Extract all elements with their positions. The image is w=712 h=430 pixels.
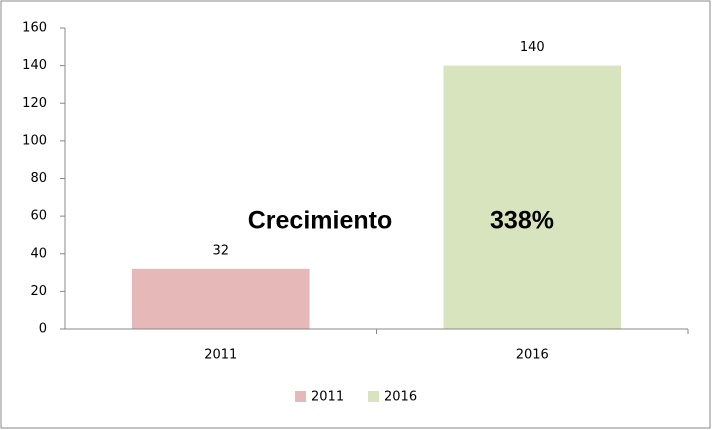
data-label: 140 [520, 40, 545, 55]
y-tick-label: 0 [39, 322, 47, 337]
x-tick-label: 2016 [516, 348, 549, 363]
annotation: 338% [490, 207, 554, 235]
y-tick-label: 120 [22, 96, 47, 111]
data-label: 32 [212, 243, 229, 258]
y-tick-label: 160 [22, 21, 47, 36]
bar [131, 268, 310, 329]
bar [443, 65, 622, 329]
y-tick-label: 80 [30, 171, 47, 186]
y-tick-label: 140 [22, 58, 47, 73]
legend-swatch [295, 391, 306, 402]
legend-swatch [368, 391, 379, 402]
y-tick-label: 60 [30, 209, 47, 224]
x-tick-label: 2011 [204, 348, 237, 363]
y-tick-label: 20 [30, 284, 47, 299]
annotation: Crecimiento [248, 207, 392, 235]
legend-label: 2016 [384, 390, 417, 405]
y-tick-label: 100 [22, 133, 47, 148]
y-tick-label: 40 [30, 246, 47, 261]
legend-label: 2011 [311, 390, 344, 405]
